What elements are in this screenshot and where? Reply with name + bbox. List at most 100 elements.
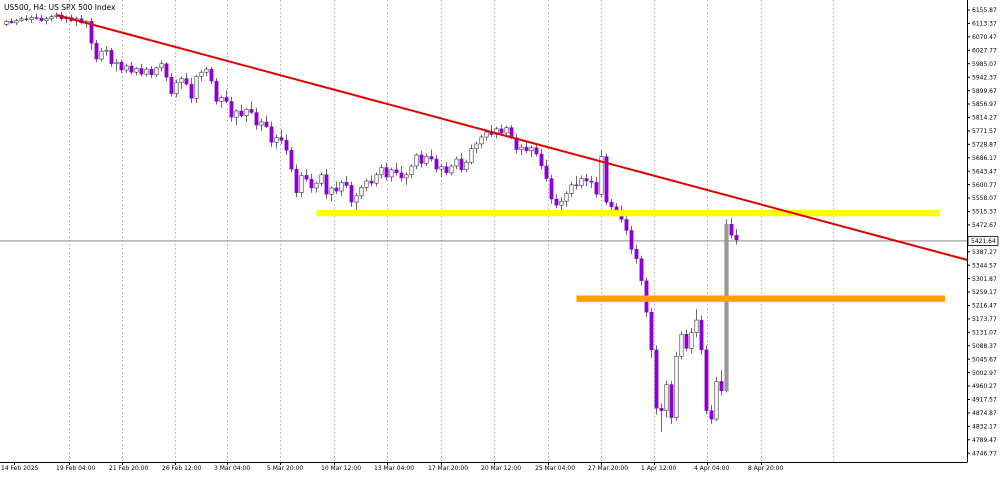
y-tick-label: 5558.07 (972, 195, 997, 202)
resistance-zone (576, 295, 945, 302)
candle (579, 175, 584, 189)
candle (554, 194, 559, 209)
candle (519, 143, 524, 155)
candle (224, 90, 229, 104)
candle (414, 153, 419, 170)
candle (194, 74, 199, 104)
candle (24, 14, 29, 22)
candle (479, 134, 484, 148)
candle (639, 255, 644, 286)
candle (349, 181, 354, 207)
candle (374, 172, 379, 187)
candle (239, 104, 244, 118)
candle (299, 172, 304, 198)
y-tick-label: 5301.87 (972, 276, 997, 283)
candle (624, 214, 629, 236)
candle (694, 309, 699, 338)
y-tick-label: 4832.17 (972, 424, 997, 431)
y-tick-label: 5002.97 (972, 370, 997, 377)
candle (669, 381, 674, 424)
candle (334, 181, 339, 195)
y-tick-label: 6027.77 (972, 47, 997, 54)
y-tick-label: 5600.77 (972, 182, 997, 189)
x-tick-label: 8 Apr 20:00 (748, 465, 783, 472)
candle (254, 107, 259, 130)
x-tick-label: 26 Feb 12:00 (162, 465, 202, 472)
candle (679, 331, 684, 360)
candle (584, 173, 589, 187)
candle (319, 172, 324, 187)
candle (449, 164, 454, 176)
y-tick-label: 5216.47 (972, 303, 997, 310)
candle (634, 244, 639, 264)
candle (534, 143, 539, 157)
y-tick-label: 5088.37 (972, 343, 997, 350)
candle (199, 70, 204, 82)
candle (249, 101, 254, 115)
trendline (56, 14, 968, 261)
x-tick-label: 14 Feb 2025 (1, 465, 39, 472)
y-tick-label: 5942.37 (972, 74, 997, 81)
candle (149, 65, 154, 78)
candle (704, 345, 709, 415)
candle (49, 14, 54, 22)
candle (234, 109, 239, 126)
chart-title: US500, H4: US SPX 500 Index (4, 3, 116, 12)
candle (214, 77, 219, 105)
y-tick-label: 5387.27 (972, 249, 997, 256)
candle (189, 77, 194, 104)
candle (139, 63, 144, 77)
candle (689, 327, 694, 354)
y-tick-label: 6070.47 (972, 34, 997, 41)
candle (424, 153, 429, 166)
candle (539, 148, 544, 170)
candle (364, 178, 369, 192)
x-tick-label: 19 Feb 04:00 (56, 465, 96, 472)
x-tick-label: 4 Apr 04:00 (694, 465, 729, 472)
x-tick-label: 25 Mar 04:00 (535, 465, 575, 472)
candle (384, 162, 389, 181)
candle (434, 154, 439, 173)
candle (29, 15, 34, 23)
x-tick-label: 27 Mar 20:00 (588, 465, 628, 472)
y-tick-label: 5173.77 (972, 316, 997, 323)
candle (724, 219, 729, 393)
candle (314, 181, 319, 193)
candle (94, 40, 99, 63)
candle (459, 153, 464, 173)
candle (419, 150, 424, 168)
candle (514, 133, 519, 154)
current-price-box (967, 236, 999, 246)
candle (714, 376, 719, 422)
candle (104, 46, 109, 56)
x-tick-label: 21 Feb 20:00 (109, 465, 149, 472)
x-tick-label: 13 Mar 04:00 (374, 465, 414, 472)
candle (184, 73, 189, 86)
y-tick-label: 6113.37 (972, 21, 997, 28)
annotations (56, 14, 968, 302)
candle (529, 145, 534, 158)
candle (14, 18, 19, 26)
candle (629, 225, 634, 255)
grid-lines (0, 0, 967, 462)
candle (39, 14, 44, 22)
candle (109, 48, 114, 67)
candle (9, 18, 14, 24)
y-tick-label: 5771.57 (972, 128, 997, 135)
candle (264, 115, 269, 129)
candle (454, 156, 459, 170)
candle (674, 351, 679, 421)
y-tick-label: 6155.87 (972, 7, 997, 14)
candle (444, 162, 449, 176)
candle (569, 181, 574, 198)
y-tick-label: 5131.07 (972, 330, 997, 337)
y-tick-label: 5045.67 (972, 356, 997, 363)
x-tick-label: 5 Mar 20:00 (267, 465, 303, 472)
price-axis: 6155.87 6113.37 6070.47 6027.77 5985.07 5942.… (967, 7, 999, 457)
y-tick-label: 5686.17 (972, 155, 997, 162)
candle (329, 186, 334, 202)
candle (114, 59, 119, 72)
candle (284, 134, 289, 155)
candle (339, 180, 344, 196)
